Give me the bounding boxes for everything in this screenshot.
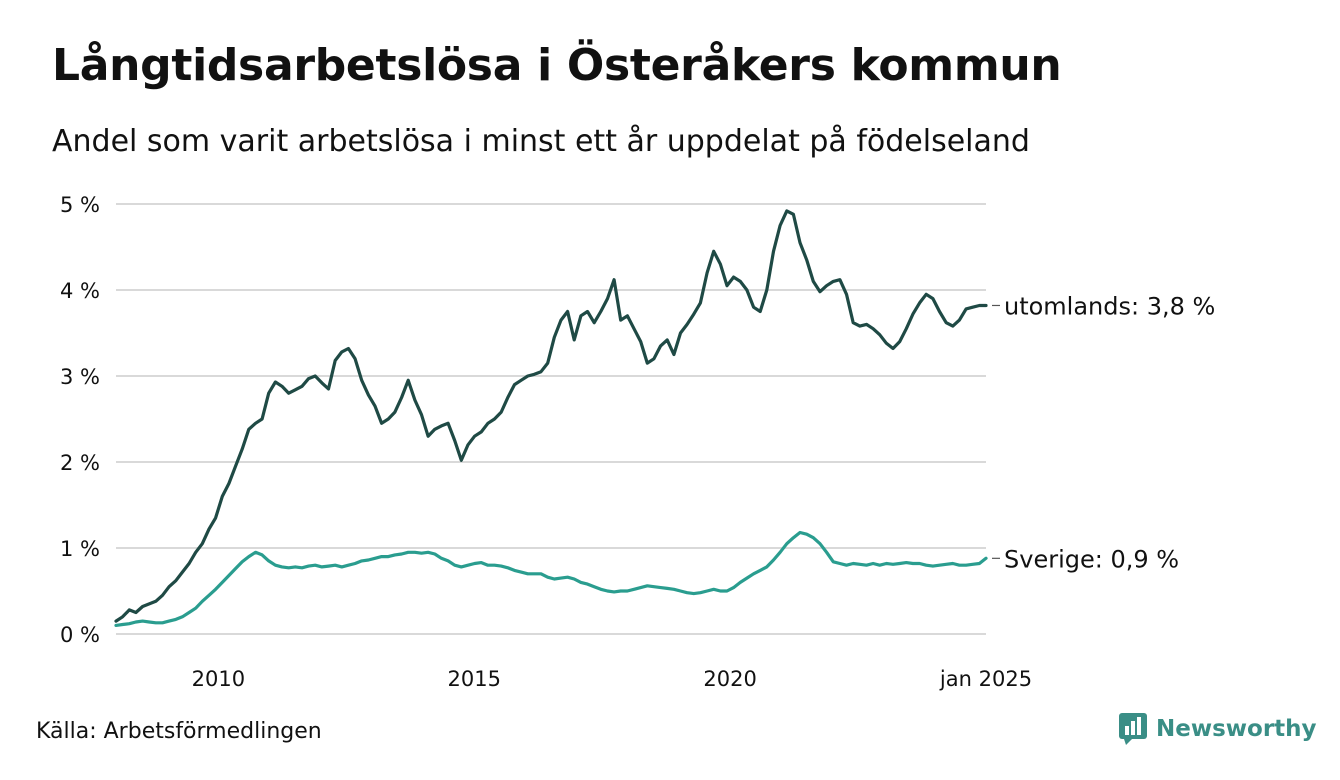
- x-axis-ticks: 2010 2015 2020 jan 2025: [192, 667, 1032, 691]
- chart-subtitle: Andel som varit arbetslösa i minst ett å…: [52, 124, 1030, 159]
- y-tick-label: 0 %: [60, 623, 100, 647]
- y-axis-ticks: 0 % 1 % 2 % 3 % 4 % 5 %: [60, 193, 100, 647]
- y-tick-label: 3 %: [60, 365, 100, 389]
- gridlines: [116, 203, 986, 635]
- x-tick-label: 2020: [703, 667, 756, 691]
- x-tick-label: 2010: [192, 667, 245, 691]
- y-tick-label: 2 %: [60, 451, 100, 475]
- series-line-sverige: [114, 530, 988, 628]
- newsworthy-logo-icon: [1119, 713, 1147, 745]
- chart-title: Långtidsarbetslösa i Österåkers kommun: [52, 40, 1062, 91]
- end-labels: utomlands: 3,8 % Sverige: 0,9 %: [992, 292, 1215, 573]
- source-note: Källa: Arbetsförmedlingen: [36, 719, 322, 744]
- x-tick-label: 2015: [448, 667, 501, 691]
- x-tick-label: jan 2025: [939, 667, 1032, 691]
- end-label-utomlands: utomlands: 3,8 %: [1004, 292, 1215, 320]
- end-label-sverige: Sverige: 0,9 %: [1004, 545, 1179, 573]
- brand-name: Newsworthy: [1156, 716, 1317, 742]
- series-group: [114, 209, 988, 628]
- series-line-utomlands: [114, 209, 988, 623]
- y-tick-label: 4 %: [60, 279, 100, 303]
- y-tick-label: 1 %: [60, 537, 100, 561]
- brand-logo: Newsworthy: [1118, 712, 1317, 746]
- y-tick-label: 5 %: [60, 193, 100, 217]
